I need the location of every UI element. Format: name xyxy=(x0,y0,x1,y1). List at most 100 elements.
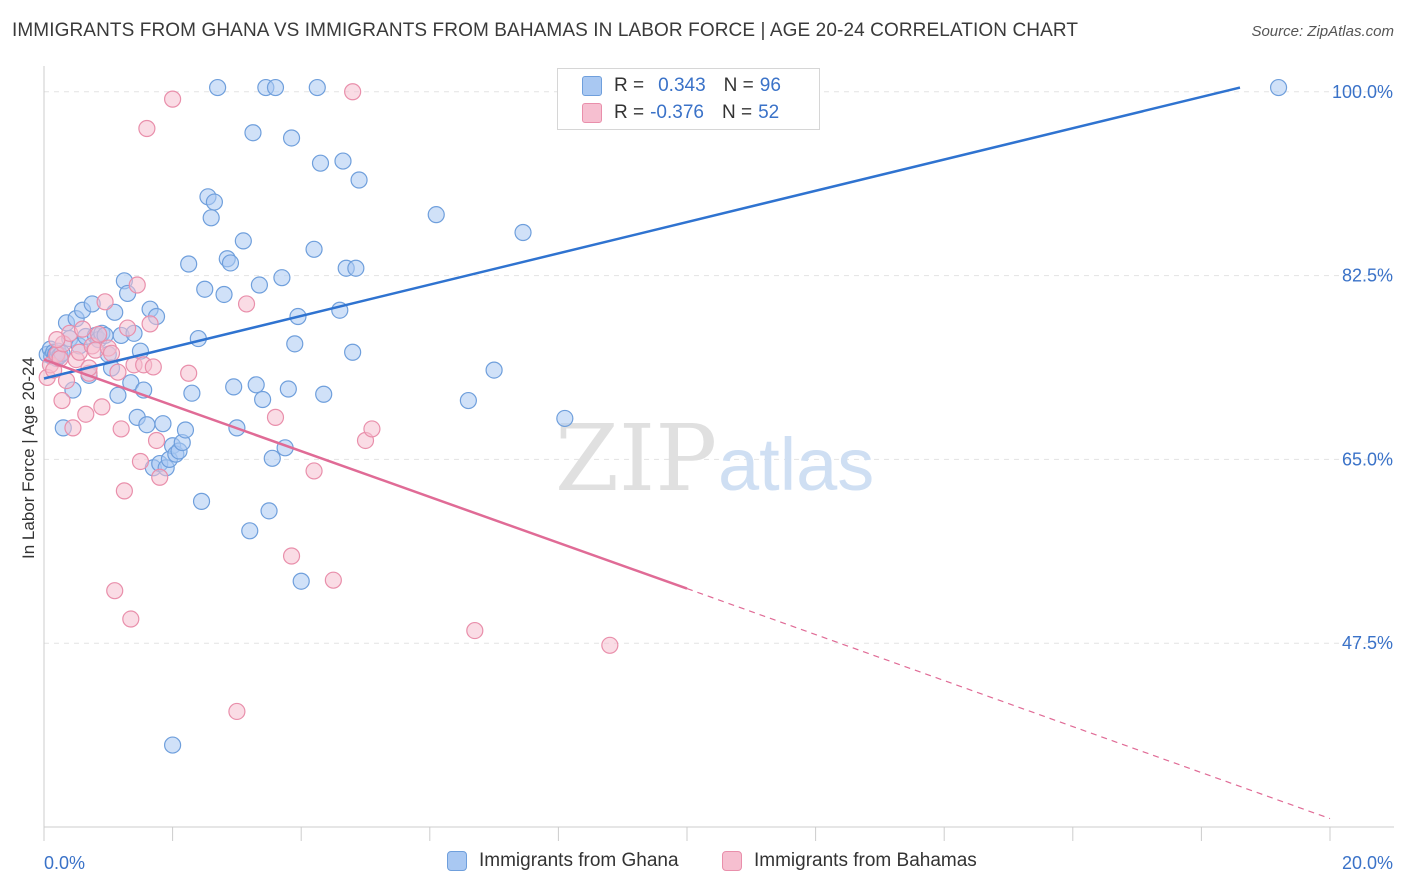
ghana-point xyxy=(202,209,220,227)
ghana-point xyxy=(176,421,195,439)
y-axis-label: In Labor Force | Age 20-24 xyxy=(19,357,38,559)
ghana-point xyxy=(138,416,156,434)
ghana-point xyxy=(311,154,330,172)
y-tick-label: 65.0% xyxy=(1342,449,1393,469)
ghana-point xyxy=(334,152,352,170)
legend-swatch-ghana xyxy=(447,851,467,871)
ghana-point xyxy=(183,384,201,402)
y-tick-label: 100.0% xyxy=(1332,82,1393,102)
ghana-point xyxy=(225,378,243,396)
bahamas-point xyxy=(102,344,121,362)
bahamas-point xyxy=(305,462,323,480)
legend-n-label: N = xyxy=(721,102,753,123)
legend-label-ghana: Immigrants from Ghana xyxy=(479,850,679,871)
legend-row-ghana: R = 0.343 N = 96 xyxy=(582,75,781,97)
bahamas-point xyxy=(131,452,150,471)
bahamas-point xyxy=(64,419,82,437)
legend-r-value: -0.376 xyxy=(650,102,704,123)
correlation-legend: R = 0.343 N = 96 R = -0.376 N = 52 xyxy=(557,68,820,130)
bahamas-point xyxy=(138,119,156,138)
ghana-point xyxy=(279,380,297,398)
bahamas-point xyxy=(73,320,92,338)
bahamas-point xyxy=(118,319,137,337)
legend-row-bahamas: R = -0.376 N = 52 xyxy=(582,102,779,124)
ghana-point xyxy=(459,391,477,410)
series-bahamas-points xyxy=(38,83,619,721)
ghana-point xyxy=(241,522,259,540)
ghana-trend-line xyxy=(43,86,1241,380)
bahamas-point xyxy=(324,571,342,589)
bahamas-point xyxy=(48,331,66,349)
bahamas-trend-line xyxy=(43,358,688,590)
source-label: Source: ZipAtlas.com xyxy=(1251,23,1394,40)
ghana-point xyxy=(192,492,211,510)
bahamas-point xyxy=(282,547,301,565)
ghana-point xyxy=(196,280,214,298)
ghana-point xyxy=(164,736,182,754)
bahamas-point xyxy=(344,83,362,101)
ghana-point xyxy=(282,129,301,147)
bahamas-point xyxy=(90,325,108,343)
ghana-point xyxy=(347,259,365,277)
legend-label-bahamas: Immigrants from Bahamas xyxy=(754,850,977,871)
x-tick-label-min: 0.0% xyxy=(44,853,85,873)
ghana-point xyxy=(273,269,291,287)
legend-item-ghana[interactable]: Immigrants from Ghana xyxy=(447,850,679,872)
bahamas-point xyxy=(115,482,133,500)
y-tick-label: 47.5% xyxy=(1342,633,1393,653)
series-legend: Immigrants from Ghana Immigrants from Ba… xyxy=(0,850,1406,880)
bahamas-point xyxy=(147,431,166,450)
legend-r-label: R = xyxy=(614,102,645,123)
ghana-point xyxy=(247,376,265,394)
bahamas-point xyxy=(466,621,484,640)
ghana-point xyxy=(180,255,198,273)
ghana-point xyxy=(286,335,304,353)
ghana-point xyxy=(209,78,227,97)
legend-n-label: N = xyxy=(723,75,754,96)
ghana-point xyxy=(263,449,281,467)
bahamas-point xyxy=(164,90,182,108)
bahamas-point xyxy=(128,276,146,294)
ghana-point xyxy=(427,206,445,224)
x-tick-label-max: 20.0% xyxy=(1342,853,1393,873)
bahamas-point xyxy=(601,636,619,654)
ghana-point xyxy=(109,386,127,404)
ghana-point xyxy=(514,223,532,242)
ghana-point xyxy=(154,415,172,433)
ghana-point xyxy=(556,409,574,428)
bahamas-point xyxy=(122,610,140,628)
ghana-point xyxy=(244,124,262,142)
grid-lines xyxy=(44,91,1394,644)
ghana-point xyxy=(254,390,272,409)
legend-r-value: 0.343 xyxy=(658,75,706,96)
ghana-point xyxy=(215,285,233,304)
legend-swatch-bahamas xyxy=(722,851,742,871)
series-ghana-points xyxy=(38,78,1288,754)
ghana-point xyxy=(344,343,362,361)
ghana-point xyxy=(305,240,323,258)
ghana-point xyxy=(315,385,333,403)
watermark-atlas: atlas xyxy=(718,423,874,506)
legend-r-label: R = xyxy=(614,75,645,96)
bahamas-point xyxy=(96,293,114,311)
ghana-point xyxy=(234,232,252,250)
ghana-point xyxy=(106,303,124,321)
ghana-point xyxy=(250,276,269,294)
legend-swatch-ghana xyxy=(582,76,602,96)
bahamas-point xyxy=(109,363,127,381)
ghana-point xyxy=(350,171,368,189)
legend-item-bahamas[interactable]: Immigrants from Bahamas xyxy=(722,850,977,872)
bahamas-point xyxy=(144,358,162,376)
ghana-point xyxy=(260,502,278,520)
trend-lines xyxy=(43,86,1331,820)
bahamas-point xyxy=(151,468,169,486)
ghana-point xyxy=(1269,78,1288,97)
watermark-zip: ZIP xyxy=(555,405,717,512)
bahamas-trend-extension xyxy=(686,588,1331,820)
bahamas-point xyxy=(180,364,198,382)
bahamas-point xyxy=(266,408,285,426)
bahamas-point xyxy=(237,295,256,313)
ghana-point xyxy=(308,78,326,97)
ghana-point xyxy=(205,193,223,211)
ghana-point xyxy=(292,572,310,590)
